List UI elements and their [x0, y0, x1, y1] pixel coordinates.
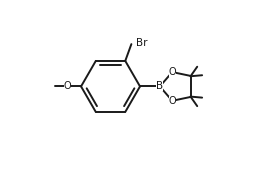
Text: O: O: [169, 67, 176, 77]
Text: B: B: [156, 81, 163, 91]
Text: O: O: [169, 96, 176, 106]
Text: O: O: [64, 81, 71, 91]
Text: Br: Br: [136, 38, 147, 48]
